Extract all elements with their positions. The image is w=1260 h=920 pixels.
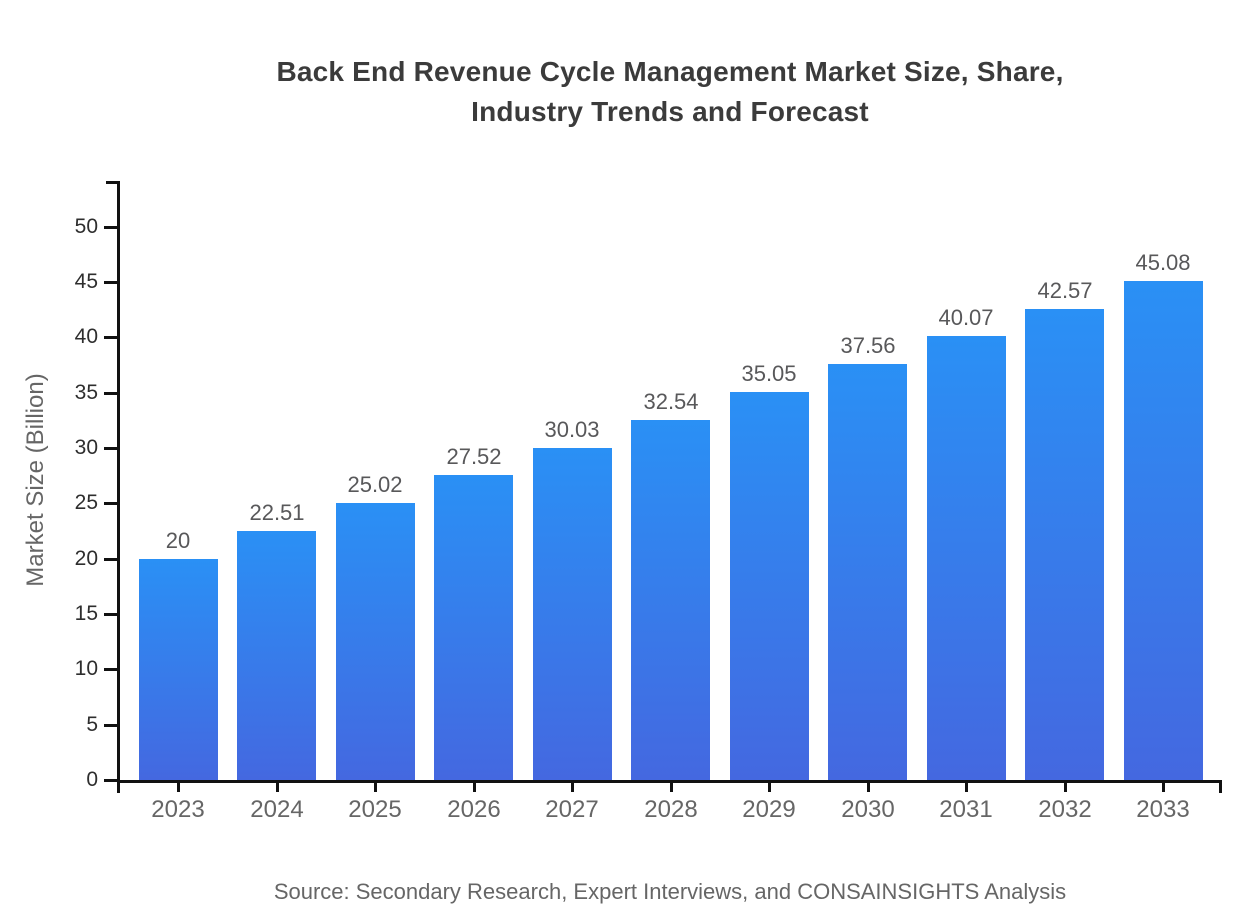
bar-2024 [237, 531, 316, 780]
bar-2033 [1124, 281, 1203, 780]
bar-value-label: 30.03 [544, 417, 600, 442]
bar-2032 [1025, 309, 1104, 780]
x-tick-mark [965, 781, 968, 792]
x-tick-mark [473, 781, 476, 792]
x-tick-mark [670, 781, 673, 792]
y-tick-mark [104, 226, 117, 229]
y-tick-mark [104, 724, 117, 727]
bar-2030 [828, 364, 907, 780]
x-tick-label: 2029 [742, 796, 796, 823]
x-tick-label: 2024 [250, 796, 304, 823]
bar-2031 [927, 336, 1006, 780]
y-tick-mark [104, 281, 117, 284]
bar-2028 [631, 420, 710, 780]
y-tick-label: 50 [74, 215, 98, 238]
x-axis-right-cap [1219, 780, 1222, 793]
x-tick-label: 2033 [1136, 796, 1190, 823]
x-tick-mark [867, 781, 870, 792]
y-tick-label: 35 [74, 381, 98, 404]
bar-value-label: 45.08 [1135, 250, 1191, 275]
x-tick-label: 2023 [151, 796, 205, 823]
bar-value-label: 32.54 [643, 389, 699, 414]
x-tick-label: 2031 [939, 796, 993, 823]
y-tick-label: 0 [86, 768, 98, 791]
y-axis-top-cap [106, 181, 120, 184]
y-tick-mark [104, 668, 117, 671]
x-tick-label: 2028 [644, 796, 698, 823]
y-tick-label: 45 [74, 270, 98, 293]
bar-2026 [434, 475, 513, 780]
x-tick-mark [177, 781, 180, 792]
x-tick-label: 2026 [447, 796, 501, 823]
bar-value-label: 37.56 [840, 333, 896, 358]
bar-value-label: 22.51 [249, 500, 305, 525]
x-tick-mark [374, 781, 377, 792]
y-tick-mark [104, 613, 117, 616]
bar-2023 [139, 559, 218, 780]
y-tick-label: 10 [74, 657, 98, 680]
y-tick-mark [104, 392, 117, 395]
y-tick-label: 25 [74, 491, 98, 514]
bar-value-label: 20 [165, 528, 191, 553]
x-tick-label: 2030 [841, 796, 895, 823]
bar-value-label: 25.02 [347, 472, 403, 497]
y-tick-label: 15 [74, 602, 98, 625]
x-axis-line [117, 780, 1222, 783]
chart-title: Back End Revenue Cycle Management Market… [80, 52, 1260, 132]
y-tick-label: 30 [74, 436, 98, 459]
y-tick-mark [104, 447, 117, 450]
y-tick-mark [104, 502, 117, 505]
bar-value-label: 35.05 [741, 361, 797, 386]
y-axis-line [117, 181, 120, 793]
x-tick-mark [571, 781, 574, 792]
chart-title-line1: Back End Revenue Cycle Management Market… [276, 56, 1064, 87]
y-tick-label: 5 [86, 713, 98, 736]
bar-2027 [533, 448, 612, 780]
bar-value-label: 27.52 [446, 444, 502, 469]
y-tick-mark [104, 336, 117, 339]
bar-value-label: 42.57 [1037, 278, 1093, 303]
x-tick-mark [276, 781, 279, 792]
y-tick-label: 40 [74, 325, 98, 348]
x-tick-mark [1064, 781, 1067, 792]
x-tick-label: 2027 [545, 796, 599, 823]
y-tick-mark [104, 779, 117, 782]
x-tick-label: 2025 [348, 796, 402, 823]
x-tick-mark [1162, 781, 1165, 792]
bar-2025 [336, 503, 415, 780]
y-tick-mark [104, 558, 117, 561]
x-tick-mark [768, 781, 771, 792]
y-tick-label: 20 [74, 547, 98, 570]
source-note: Source: Secondary Research, Expert Inter… [273, 879, 1067, 904]
bar-2029 [730, 392, 809, 780]
x-tick-label: 2032 [1038, 796, 1092, 823]
chart-title-line2: Industry Trends and Forecast [471, 96, 869, 127]
bar-value-label: 40.07 [938, 305, 994, 330]
